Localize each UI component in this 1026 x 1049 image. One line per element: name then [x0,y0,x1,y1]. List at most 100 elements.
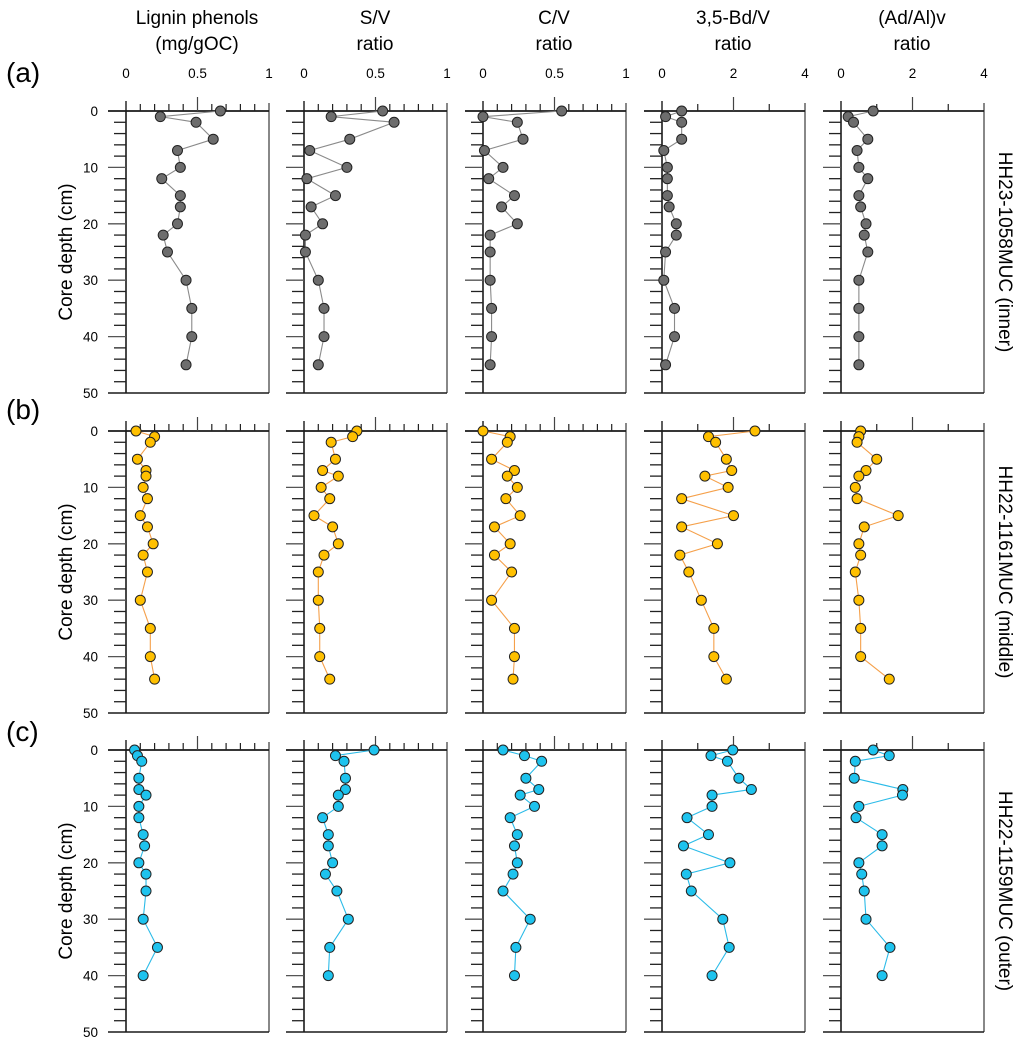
core-label-c: HH22-1159MUC (outer) [994,791,1015,991]
header-lignin-line2: (mg/gOC) [155,34,238,55]
core-label-a: HH23-1058MUC (inner) [994,152,1015,353]
data-point [141,566,153,578]
data-point [663,201,675,213]
data-point [312,274,324,286]
data-point [314,622,326,634]
y-tick-label: 40 [83,650,98,665]
data-point [855,201,867,213]
data-point [136,755,148,767]
data-point [147,538,159,550]
data-point [497,161,509,173]
data-point [477,111,489,123]
data-point [317,218,329,230]
x-tick-label-cv-0: 0 [479,66,487,81]
data-point [332,470,344,482]
data-point [853,331,865,343]
data-point [133,857,145,869]
ylabel-b: Core depth (cm) [56,503,77,640]
data-point [186,331,198,343]
data-point [154,111,166,123]
data-point [324,941,336,953]
x-tick-label-bdv-1: 2 [730,66,738,81]
data-point [133,772,145,784]
header-sv-line2: ratio [357,34,394,55]
data-point [304,144,316,156]
data-point [342,913,354,925]
y-tick-label: 30 [83,593,98,608]
x-tick-label-sv-0: 0 [300,66,308,81]
data-point [896,789,908,801]
data-point [726,464,738,476]
data-point [851,144,863,156]
data-point [506,566,518,578]
data-point [327,521,339,533]
data-point [536,755,548,767]
data-point [140,470,152,482]
data-point [140,789,152,801]
data-point [508,464,520,476]
data-point [508,190,520,202]
data-point [144,436,156,448]
data-point [858,521,870,533]
data-point [867,744,879,756]
y-tick-label: 50 [83,386,98,401]
data-point [339,783,351,795]
data-point [312,594,324,606]
data-point [139,840,151,852]
data-point [721,755,733,767]
data-point [669,331,681,343]
data-point [477,425,489,437]
panel-sv-c [286,736,448,1033]
y-tick-label: 10 [83,160,98,175]
data-point [301,173,313,185]
data-point [368,744,380,756]
data-point [329,190,341,202]
data-point [699,470,711,482]
plot-panels: 0 10 20 30 40 50 0 10 20 30 40 50 0 10 20 30 40 50 [83,97,985,1040]
data-point [180,274,192,286]
panel-cv-b [465,417,627,714]
data-point [332,789,344,801]
data-point [388,116,400,128]
data-point [851,436,863,448]
data-point [171,218,183,230]
data-point [174,190,186,202]
data-point [871,453,883,465]
data-point [322,829,334,841]
data-point [661,173,673,185]
data-point [862,246,874,258]
x-tick-label-bdv-2: 4 [801,66,809,81]
data-point [849,481,861,493]
data-point [674,549,686,561]
data-point [676,521,688,533]
data-point [151,941,163,953]
data-point [496,201,508,213]
y-tick-label: 20 [83,217,98,232]
data-point [174,201,186,213]
data-point [683,566,695,578]
data-point [676,133,688,145]
panel-sv-a [286,97,448,394]
data-point [144,651,156,663]
series-line-sv [304,110,395,365]
x-tick-label-bdv-0: 0 [658,66,666,81]
data-point [658,274,670,286]
data-point [669,302,681,314]
data-point [339,772,351,784]
series-line-lignin [134,749,159,976]
panel-adal-c [823,736,985,1033]
data-point [214,105,226,117]
data-point [860,218,872,230]
ylabel-c: Core depth (cm) [56,822,77,959]
y-tick-label: 20 [83,856,98,871]
data-point [501,470,513,482]
panel-label-a: (a) [6,57,40,88]
data-point [658,144,670,156]
data-point [727,744,739,756]
data-point [708,651,720,663]
header-cv-line2: ratio [536,34,573,55]
data-point [524,913,536,925]
data-point [724,857,736,869]
data-point [149,673,161,685]
data-point [207,133,219,145]
